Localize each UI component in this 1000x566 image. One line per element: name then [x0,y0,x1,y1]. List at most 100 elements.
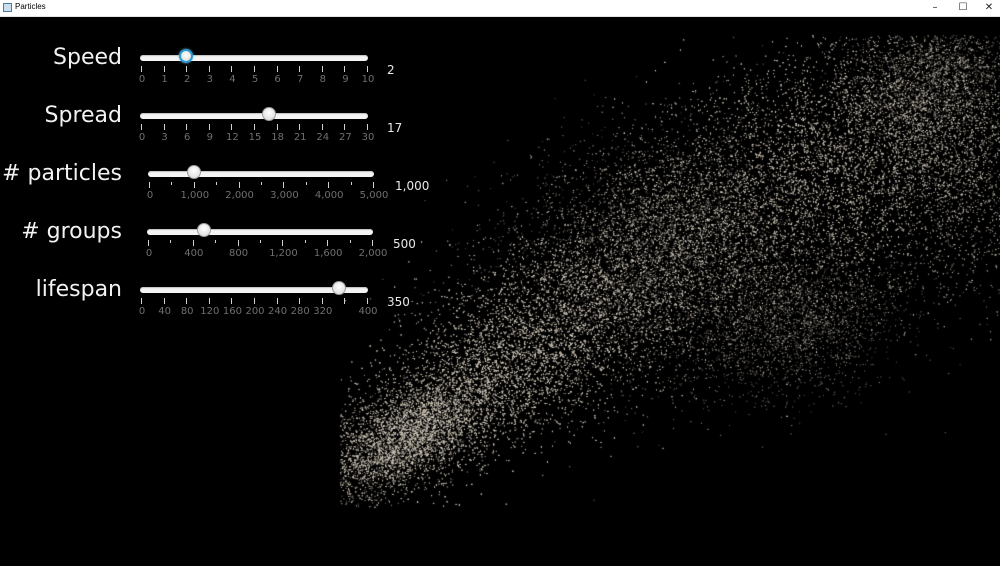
minor-tick-mark [260,240,261,243]
tick-mark [193,182,195,188]
tick-label: 0 [138,306,146,317]
tick-label: 8 [319,74,326,85]
tick-label: 0 [138,74,146,85]
tick-label: 800 [229,248,249,259]
tick-mark [327,240,329,246]
control-speed: Speed 0 1 2 3 4 5 6 7 8 9 10 2 [0,30,460,85]
tick-mark [321,298,323,304]
spread-slider-thumb[interactable] [262,107,277,121]
tick-mark [141,124,142,130]
minimize-button[interactable]: – [932,2,938,13]
tick-mark [141,298,142,304]
tick-mark [231,66,233,72]
speed-slider-track[interactable] [140,55,368,61]
tick-mark [141,66,142,72]
lifespan-label: lifespan [35,277,122,302]
tick-mark [163,298,165,304]
spread-value: 17 [387,121,403,135]
tick-mark [276,66,278,72]
spread-slider-track[interactable] [140,113,368,119]
tick-mark [367,124,368,130]
tick-mark [149,182,150,188]
tick-label: 3,000 [270,190,299,201]
minor-tick-mark [215,240,217,243]
lifespan-slider[interactable]: 0 40 80 120 160 200 240 280 320 400 [138,262,378,318]
tick-label: 24 [316,132,330,143]
tick-label: 320 [313,306,333,317]
particles-label-box: # particles [0,146,122,196]
tick-mark [276,298,278,304]
minor-tick-mark [349,240,351,243]
tick-label: 3 [161,132,168,143]
tick-mark [299,298,301,304]
groups-slider[interactable]: 0 400 800 1,200 1,600 2,000 [145,204,387,260]
tick-label: 160 [222,306,242,317]
control-spread: Spread 0 3 6 9 12 15 18 21 24 27 30 17 [0,88,460,143]
speed-slider-thumb[interactable] [179,49,194,63]
window-titlebar: Particles – ☐ ✕ [0,0,1000,17]
tick-mark [186,124,188,130]
tick-mark [208,298,210,304]
tick-label: 7 [297,74,304,85]
control-particles: # particles 0 1,000 2,000 3,000 4,000 5,000 1,0… [0,146,460,201]
tick-mark [254,124,255,130]
tick-label: 9 [342,74,349,85]
groups-label-box: # groups [0,204,122,254]
tick-label: 80 [180,306,194,317]
tick-label: 30 [361,132,375,143]
tick-mark [344,66,346,72]
tick-mark [299,66,301,72]
lifespan-slider-track[interactable] [140,287,368,293]
speed-label: Speed [53,45,122,70]
lifespan-label-box: lifespan [0,262,122,312]
tick-mark [208,124,210,130]
tick-mark [372,240,373,246]
control-groups: # groups 0 400 800 1,200 1,600 2,000 500 [0,204,460,259]
lifespan-value: 350 [387,295,410,309]
spread-slider[interactable]: 0 3 6 9 12 15 18 21 24 27 30 [139,88,374,144]
tick-mark [321,66,323,72]
tick-mark [282,240,284,246]
tick-label: 6 [274,74,281,85]
tick-label: 240 [268,306,288,317]
speed-value: 2 [387,63,395,77]
tick-label: 1,200 [269,248,298,259]
tick-mark [299,124,301,130]
lifespan-slider-thumb[interactable] [331,281,346,295]
particles-slider-thumb[interactable] [186,165,201,179]
tick-label: 5 [251,74,259,85]
particles-slider[interactable]: 0 1,000 2,000 3,000 4,000 5,000 [147,146,388,202]
tick-mark [367,66,368,72]
speed-label-box: Speed [0,30,122,80]
tick-label: 4 [229,74,236,85]
minor-tick-mark [261,182,262,185]
tick-mark [237,240,239,246]
tick-label: 200 [245,306,265,317]
tick-label: 18 [271,132,284,143]
tick-label: 1 [161,74,168,85]
minor-tick-mark [305,182,307,185]
tick-label: 15 [248,132,262,143]
tick-label: 21 [293,132,307,143]
tick-mark [283,182,285,188]
tick-label: 0 [145,248,153,259]
app-icon [3,3,12,12]
minor-tick-mark [350,182,352,185]
speed-slider[interactable]: 0 1 2 3 4 5 6 7 8 9 10 [138,30,374,86]
tick-label: 12 [226,132,239,143]
tick-mark [186,66,188,72]
groups-slider-track[interactable] [147,229,373,235]
minor-tick-mark [216,182,218,185]
tick-label: 9 [206,132,213,143]
groups-slider-thumb[interactable] [197,223,211,237]
maximize-button[interactable]: ☐ [958,2,968,13]
tick-label: 120 [200,306,220,317]
tick-label: 400 [358,306,378,317]
tick-mark [148,240,149,246]
particles-slider-track[interactable] [148,171,374,177]
tick-label: 280 [290,306,310,317]
minor-tick-mark [170,240,172,243]
tick-label: 40 [158,306,171,317]
close-button[interactable]: ✕ [984,2,994,13]
particles-label: # particles [2,161,122,186]
